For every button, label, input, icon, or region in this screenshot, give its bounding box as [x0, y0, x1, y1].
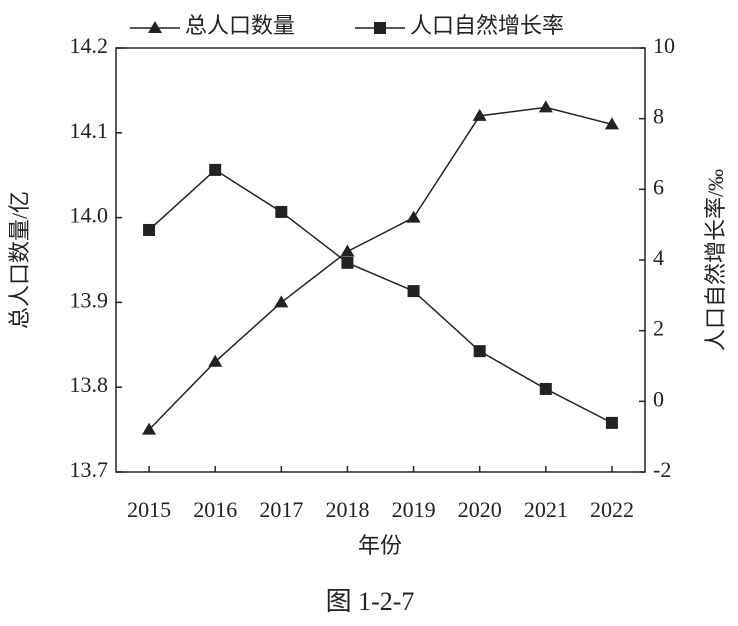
marker [275, 205, 288, 218]
legend-label: 人口自然增长率 [410, 13, 564, 38]
marker [208, 354, 223, 367]
marker [274, 295, 289, 308]
x-tick-label: 2020 [458, 497, 502, 522]
x-tick-label: 2017 [259, 497, 303, 522]
y2-tick-label: 4 [653, 245, 664, 270]
marker [142, 422, 157, 435]
x-tick-label: 2015 [127, 497, 171, 522]
y-tick-label: 14.2 [70, 33, 109, 58]
marker [341, 256, 354, 269]
y-axis-label: 总人口数量/亿 [7, 191, 32, 329]
y-tick-label: 13.9 [70, 287, 109, 312]
marker [473, 345, 486, 358]
marker [143, 223, 156, 236]
y2-axis-label: 人口自然增长率/‰ [703, 169, 728, 351]
x-axis-label: 年份 [358, 533, 402, 558]
x-tick-label: 2018 [325, 497, 369, 522]
y2-tick-label: 10 [653, 33, 675, 58]
legend-marker [374, 22, 386, 34]
legend-label: 总人口数量 [185, 13, 295, 38]
x-tick-label: 2021 [524, 497, 568, 522]
series-line [148, 168, 613, 424]
series-line [148, 106, 613, 431]
marker [340, 244, 355, 257]
y2-tick-label: 0 [653, 386, 664, 411]
y2-tick-label: 8 [653, 104, 664, 129]
y2-tick-label: 2 [653, 316, 664, 341]
marker [472, 108, 487, 121]
y-tick-label: 14.1 [70, 118, 109, 143]
x-tick-label: 2016 [193, 497, 237, 522]
x-tick-label: 2022 [590, 497, 634, 522]
marker [538, 100, 553, 113]
marker [605, 416, 618, 429]
x-tick-label: 2019 [392, 497, 436, 522]
y2-tick-label: -2 [653, 457, 671, 482]
y-tick-label: 14.0 [70, 203, 109, 228]
marker [407, 285, 420, 298]
legend-marker [148, 21, 162, 33]
y-tick-label: 13.7 [70, 457, 109, 482]
y-tick-label: 13.8 [70, 372, 109, 397]
marker [604, 117, 619, 130]
caption: 图 1-2-7 [326, 587, 415, 616]
marker [406, 210, 421, 223]
marker [539, 382, 552, 395]
plot-frame [115, 47, 646, 473]
marker [209, 163, 222, 176]
y2-tick-label: 6 [653, 174, 664, 199]
